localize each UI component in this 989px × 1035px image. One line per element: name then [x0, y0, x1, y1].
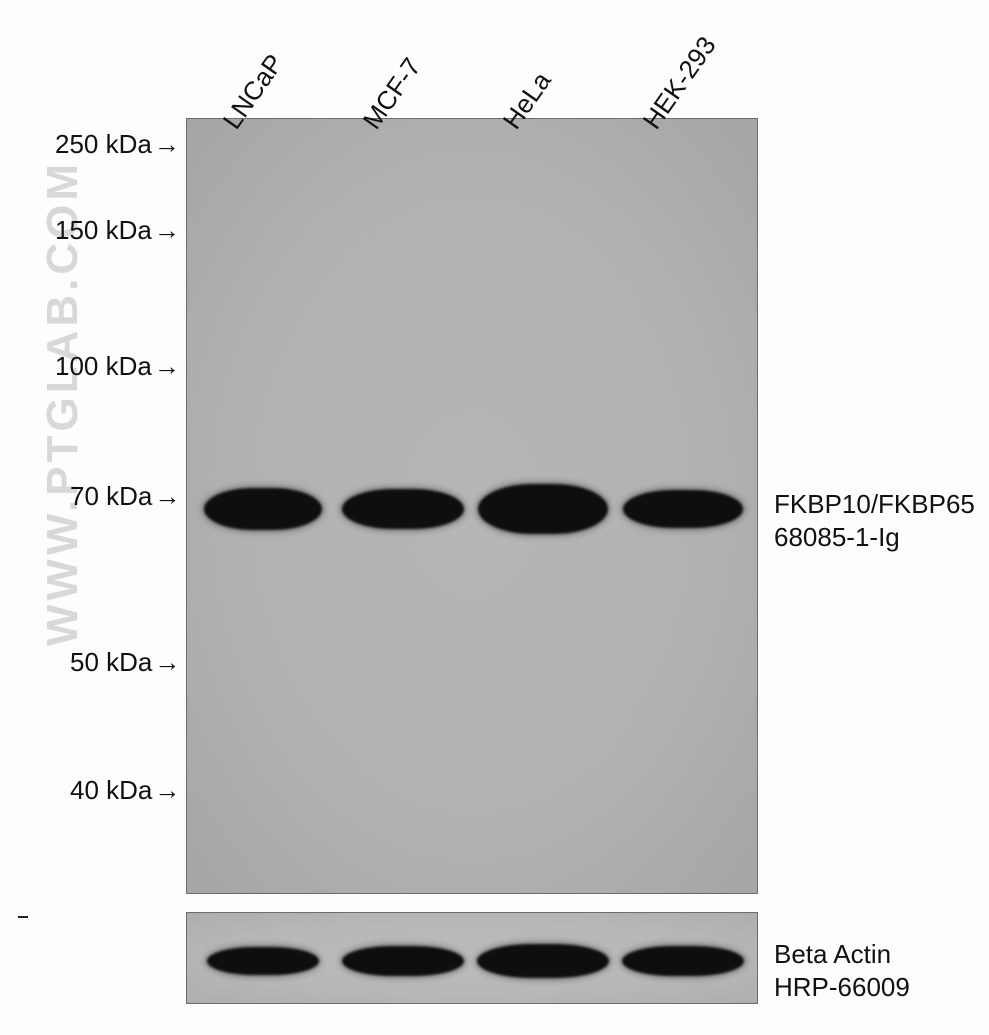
band-loading-mcf-7 — [342, 946, 464, 976]
band-loading-hek-293 — [622, 946, 744, 976]
mw-text: 100 kDa — [55, 351, 152, 381]
mw-label-150kda: 150 kDa→ — [55, 215, 180, 246]
mw-text: 250 kDa — [55, 129, 152, 159]
mw-label-100kda: 100 kDa→ — [55, 351, 180, 382]
band-loading-lncap — [207, 947, 319, 975]
arrow-icon: → — [154, 215, 180, 246]
band-target-hek-293 — [623, 490, 743, 528]
mw-label-50kda: 50 kDa→ — [70, 647, 180, 678]
blot-panel-loading — [186, 912, 758, 1004]
mw-label-250kda: 250 kDa→ — [55, 129, 180, 160]
band-loading-hela — [477, 944, 609, 978]
baseline-tick — [18, 916, 28, 918]
arrow-icon: → — [154, 351, 180, 382]
annotation-line2: 68085-1-Ig — [774, 521, 975, 554]
band-target-mcf-7 — [342, 489, 464, 529]
annotation-line2: HRP-66009 — [774, 971, 910, 1004]
mw-label-40kda: 40 kDa→ — [70, 775, 180, 806]
arrow-icon: → — [154, 647, 180, 678]
blot-panel-target — [186, 118, 758, 894]
western-blot-figure: WWW.PTGLAB.COM LNCaPMCF-7HeLaHEK-293 250… — [0, 0, 989, 1035]
annotation-line1: Beta Actin — [774, 938, 910, 971]
mw-text: 70 kDa — [70, 481, 152, 511]
arrow-icon: → — [154, 129, 180, 160]
mw-label-70kda: 70 kDa→ — [70, 481, 180, 512]
mw-text: 150 kDa — [55, 215, 152, 245]
annotation-target: FKBP10/FKBP6568085-1-Ig — [774, 488, 975, 553]
mw-text: 40 kDa — [70, 775, 152, 805]
band-target-lncap — [204, 488, 322, 530]
mw-text: 50 kDa — [70, 647, 152, 677]
annotation-loading: Beta ActinHRP-66009 — [774, 938, 910, 1003]
band-target-hela — [478, 484, 608, 534]
arrow-icon: → — [154, 481, 180, 512]
annotation-line1: FKBP10/FKBP65 — [774, 488, 975, 521]
arrow-icon: → — [154, 775, 180, 806]
